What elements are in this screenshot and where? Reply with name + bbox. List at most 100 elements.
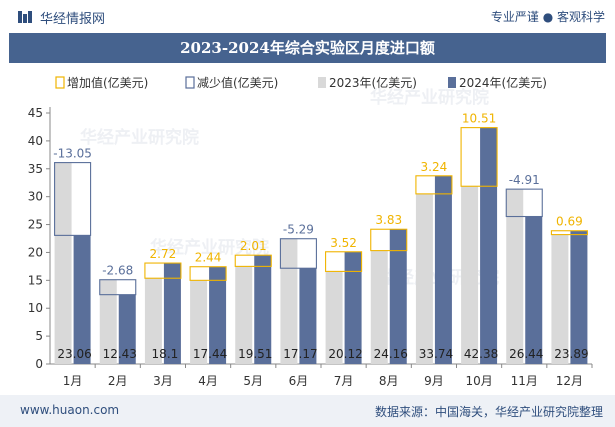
- bar-2023: [370, 250, 388, 364]
- bar-2024: [209, 266, 227, 364]
- change-label: -13.05: [53, 147, 92, 161]
- change-label: 3.24: [421, 160, 448, 174]
- change-label: 3.52: [330, 236, 357, 250]
- title-bar: 2023-2024年综合实验区月度进口额: [9, 33, 606, 63]
- bar-2023: [99, 279, 117, 364]
- y-tick-label: 40: [28, 134, 43, 148]
- x-tick-label: 8月: [379, 374, 399, 388]
- value-label: 18.1: [152, 347, 179, 361]
- x-tick-label: 10月: [465, 374, 492, 388]
- site-name: 华经情报网: [40, 12, 106, 27]
- bar-2024: [570, 230, 588, 364]
- chart: 华经产业研究院华经产业研究院华经产业研究院华经产业研究院增加值(亿美元)减少值(…: [28, 75, 593, 388]
- slogan: 专业严谨 ● 客观科学: [490, 10, 605, 24]
- bar-2023: [54, 162, 72, 364]
- increase-box: [460, 127, 498, 187]
- bar-2024: [163, 263, 181, 364]
- bar-2024: [344, 251, 362, 364]
- x-tick-label: 11月: [511, 374, 538, 388]
- value-label: 17.44: [193, 347, 227, 361]
- bar-2024: [480, 127, 498, 365]
- value-label: 23.06: [57, 347, 91, 361]
- legend-label: 增加值(亿美元): [67, 75, 148, 90]
- bar-2023: [415, 193, 433, 364]
- x-tick-label: 6月: [289, 374, 309, 388]
- y-tick-label: 45: [28, 106, 43, 120]
- legend-swatch: [185, 76, 195, 89]
- legend-swatch: [55, 76, 65, 89]
- change-label: 0.69: [556, 215, 583, 229]
- x-tick-label: 9月: [424, 374, 444, 388]
- bar-2024: [299, 268, 317, 364]
- bar-2023: [551, 234, 569, 364]
- x-tick-label: 4月: [198, 374, 218, 388]
- value-label: 24.16: [374, 347, 408, 361]
- value-label: 26.44: [509, 347, 543, 361]
- change-label: -2.68: [102, 264, 133, 278]
- y-tick-label: 25: [28, 218, 43, 232]
- bar-2024: [525, 216, 543, 364]
- value-label: 20.12: [328, 347, 362, 361]
- bar-2023: [506, 189, 524, 364]
- y-tick-label: 10: [28, 301, 43, 315]
- value-label: 17.17: [283, 347, 317, 361]
- y-tick-label: 15: [28, 273, 43, 287]
- decrease-box: [54, 162, 92, 236]
- x-tick-label: 1月: [63, 374, 83, 388]
- bar-2023: [461, 186, 479, 364]
- increase-box: [415, 175, 453, 195]
- change-label: -4.91: [509, 173, 540, 187]
- value-label: 12.43: [103, 347, 137, 361]
- increase-box: [144, 262, 182, 279]
- legend-label: 2024年(亿美元): [459, 75, 547, 90]
- bar-2024: [389, 229, 407, 364]
- change-label: -5.29: [283, 223, 314, 237]
- footer-source: 数据来源：中国海关，华经产业研究院整理: [374, 405, 603, 419]
- watermark-text: 华经产业研究院: [150, 237, 269, 258]
- legend-swatch: [448, 77, 456, 88]
- x-tick-label: 2月: [108, 374, 128, 388]
- bar-2023: [144, 278, 162, 364]
- legend-label: 2023年(亿美元): [329, 75, 417, 90]
- x-tick-label: 5月: [243, 374, 263, 388]
- increase-box: [370, 228, 408, 252]
- change-label: 2.72: [150, 247, 177, 261]
- bar-2024: [73, 235, 91, 364]
- bar-2024: [434, 175, 452, 364]
- bar-2023: [190, 280, 208, 364]
- footer: www.huaon.com 数据来源：中国海关，华经产业研究院整理: [0, 395, 615, 427]
- y-tick-label: 35: [28, 162, 43, 176]
- bar-2024: [254, 255, 272, 364]
- decrease-box: [505, 188, 543, 218]
- value-label: 23.89: [554, 347, 588, 361]
- increase-box: [550, 230, 588, 236]
- x-tick-label: 7月: [334, 374, 354, 388]
- legend-label: 减少值(亿美元): [197, 75, 278, 90]
- change-label: 2.44: [195, 251, 222, 265]
- increase-box: [325, 251, 363, 272]
- decrease-box: [99, 279, 137, 296]
- y-tick-label: 20: [28, 245, 43, 259]
- increase-box: [189, 266, 227, 281]
- watermark-text: 华经产业研究院: [80, 127, 199, 148]
- increase-box: [234, 254, 272, 267]
- value-label: 33.74: [419, 347, 453, 361]
- change-label: 3.83: [375, 213, 402, 227]
- change-label: 2.01: [240, 239, 267, 253]
- value-label: 19.51: [238, 347, 272, 361]
- x-tick-label: 3月: [153, 374, 173, 388]
- y-tick-label: 0: [35, 357, 43, 371]
- footer-url[interactable]: www.huaon.com: [20, 403, 120, 417]
- bar-2023: [235, 266, 253, 364]
- logo-icon: [18, 11, 32, 23]
- chart-title: 2023-2024年综合实验区月度进口额: [180, 39, 435, 57]
- y-tick-label: 5: [35, 329, 43, 343]
- value-label: 42.38: [464, 347, 498, 361]
- bar-2024: [118, 294, 136, 364]
- decrease-box: [279, 238, 317, 269]
- watermark-text: 华经产业研究院: [370, 87, 489, 108]
- bar-2023: [325, 271, 343, 364]
- x-tick-label: 12月: [556, 374, 583, 388]
- legend-swatch: [318, 77, 326, 88]
- bar-2023: [280, 238, 298, 364]
